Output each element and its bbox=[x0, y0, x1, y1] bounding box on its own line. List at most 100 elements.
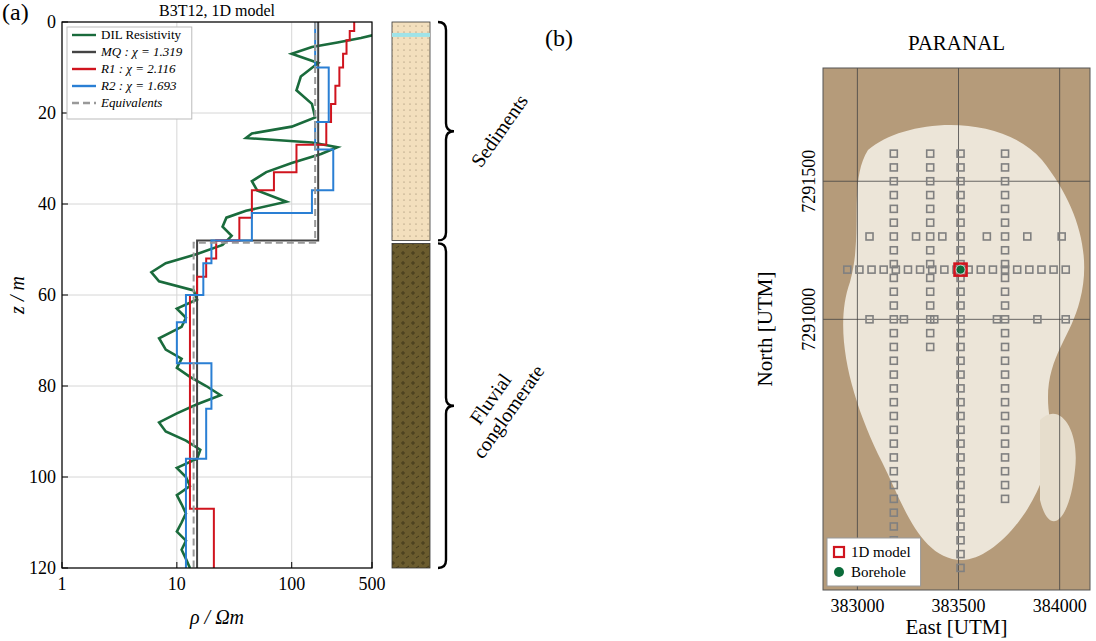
point bbox=[957, 357, 964, 364]
point bbox=[880, 266, 887, 273]
grid-line bbox=[1059, 68, 1060, 590]
point bbox=[1002, 302, 1009, 309]
tick-mark bbox=[62, 477, 68, 478]
point bbox=[1002, 247, 1009, 254]
point bbox=[957, 509, 964, 516]
point bbox=[957, 233, 964, 240]
point bbox=[1002, 219, 1009, 226]
point bbox=[927, 274, 934, 281]
point bbox=[856, 266, 863, 273]
tick-label: 0 bbox=[47, 12, 56, 32]
legend-swatch bbox=[72, 85, 96, 87]
legend-swatch bbox=[72, 34, 96, 36]
point bbox=[957, 288, 964, 295]
point bbox=[957, 150, 964, 157]
point bbox=[890, 413, 897, 420]
tick-label: 120 bbox=[29, 558, 56, 578]
legend-label: R1 : χ = 2.116 bbox=[100, 61, 176, 76]
point bbox=[1002, 426, 1009, 433]
tick-label: 80 bbox=[38, 376, 56, 396]
point bbox=[1034, 316, 1041, 323]
point bbox=[890, 357, 897, 364]
point bbox=[955, 264, 967, 276]
point bbox=[890, 316, 897, 323]
point bbox=[890, 178, 897, 185]
point bbox=[957, 371, 964, 378]
tick-mark bbox=[62, 204, 68, 205]
legend-swatch bbox=[834, 567, 844, 577]
point bbox=[890, 495, 897, 502]
legend: DIL ResistivityMQ : χ = 1.319R1 : χ = 2.… bbox=[67, 27, 192, 119]
point bbox=[1002, 454, 1009, 461]
point bbox=[957, 468, 964, 475]
point bbox=[1002, 205, 1009, 212]
point bbox=[957, 178, 964, 185]
point bbox=[957, 385, 964, 392]
point bbox=[1002, 399, 1009, 406]
point bbox=[890, 523, 897, 530]
point bbox=[927, 233, 934, 240]
point bbox=[890, 233, 897, 240]
point bbox=[1050, 266, 1057, 273]
point bbox=[890, 205, 897, 212]
lithology-label: Sediments bbox=[466, 90, 532, 171]
point bbox=[1026, 266, 1033, 273]
legend-swatch bbox=[72, 102, 96, 104]
plot-background bbox=[62, 22, 372, 568]
point bbox=[957, 564, 964, 571]
point bbox=[1002, 178, 1009, 185]
grid-line bbox=[857, 68, 858, 590]
point bbox=[900, 316, 907, 323]
point bbox=[957, 205, 964, 212]
lithology-layer bbox=[392, 243, 430, 568]
point bbox=[890, 454, 897, 461]
point bbox=[1002, 233, 1009, 240]
axis-title: ρ / Ωm bbox=[189, 606, 244, 629]
brace bbox=[438, 243, 454, 568]
grid-line bbox=[62, 477, 372, 478]
point bbox=[1014, 266, 1021, 273]
lithology-label: Fluvialconglomerate bbox=[450, 348, 549, 463]
axis-title: North [UTM] bbox=[753, 272, 777, 387]
legend: 1D modelBorehole bbox=[827, 538, 921, 586]
point bbox=[941, 266, 948, 273]
tick-label: 40 bbox=[38, 194, 56, 214]
tick-label: 10 bbox=[168, 574, 186, 594]
point bbox=[993, 316, 1000, 323]
point bbox=[957, 219, 964, 226]
point bbox=[989, 266, 996, 273]
chart-title: PARANAL bbox=[908, 31, 1005, 55]
legend-label: R2 : χ = 1.693 bbox=[100, 78, 177, 93]
series-line bbox=[194, 22, 316, 568]
tick-label: 7291000 bbox=[799, 288, 819, 351]
point bbox=[927, 150, 934, 157]
grid-line bbox=[62, 295, 372, 296]
plot-frame bbox=[823, 68, 1090, 590]
lithology-layer bbox=[392, 22, 430, 240]
point bbox=[917, 266, 924, 273]
legend-swatch bbox=[72, 68, 96, 70]
point bbox=[1058, 233, 1065, 240]
point bbox=[866, 233, 873, 240]
point bbox=[927, 330, 934, 337]
point bbox=[890, 164, 897, 171]
legend-label: MQ : χ = 1.319 bbox=[100, 44, 183, 59]
brace bbox=[438, 22, 454, 240]
tick-label: 20 bbox=[38, 103, 56, 123]
point bbox=[957, 551, 964, 558]
point bbox=[890, 440, 897, 447]
label-line: conglomerate bbox=[468, 360, 549, 462]
salt-flat bbox=[1040, 414, 1076, 522]
point bbox=[1002, 150, 1009, 157]
point bbox=[957, 440, 964, 447]
tick-label: 7291500 bbox=[799, 150, 819, 213]
point bbox=[927, 205, 934, 212]
point bbox=[931, 316, 938, 323]
point bbox=[1062, 266, 1069, 273]
point bbox=[1038, 266, 1045, 273]
tick-label: 100 bbox=[278, 574, 305, 594]
tick-mark bbox=[62, 295, 68, 296]
panel-label: (a) bbox=[2, 0, 29, 25]
point bbox=[1002, 440, 1009, 447]
axis-title: East [UTM] bbox=[905, 615, 1007, 639]
